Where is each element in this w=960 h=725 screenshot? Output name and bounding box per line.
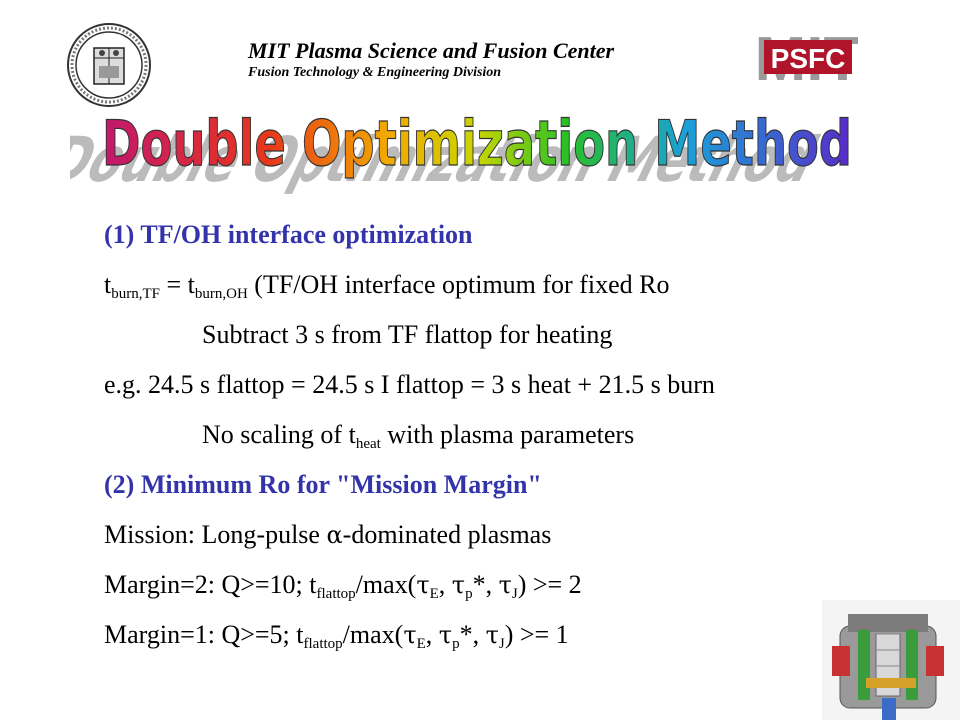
tokamak-image-icon (822, 600, 960, 720)
header: MIT Plasma Science and Fusion Center Fus… (248, 38, 614, 82)
no-scaling-line: No scaling of theat with plasma paramete… (202, 420, 635, 452)
division-name: Fusion Technology & Engineering Division (248, 65, 502, 80)
logo-text: PSFC (771, 43, 846, 74)
example-line: e.g. 24.5 s flattop = 24.5 s I flattop =… (104, 370, 715, 399)
margin1-line: Margin=1: Q>=5; tflattop/max(τE, τp*, τJ… (104, 620, 569, 652)
slide-title: Double Optimization Method Double Optimi… (70, 105, 880, 195)
psfc-logo-icon: MIT PSFC (755, 25, 862, 94)
tburn-equation: tburn,TF = tburn,OH (TF/OH interface opt… (104, 270, 670, 302)
subtract-line: Subtract 3 s from TF flattop for heating (202, 320, 613, 349)
section2-heading: (2) Minimum Ro for "Mission Margin" (104, 470, 542, 499)
mission-line: Mission: Long-pulse α-dominated plasmas (104, 520, 552, 549)
section1-heading: (1) TF/OH interface optimization (104, 220, 473, 249)
title-text: Double Optimization Method (102, 107, 852, 180)
org-name: MIT Plasma Science and Fusion Center (248, 38, 615, 63)
title-shadow: Double Optimization Method (70, 124, 830, 195)
university-seal-icon (66, 22, 152, 108)
margin2-line: Margin=2: Q>=10; tflattop/max(τE, τp*, τ… (104, 570, 582, 602)
